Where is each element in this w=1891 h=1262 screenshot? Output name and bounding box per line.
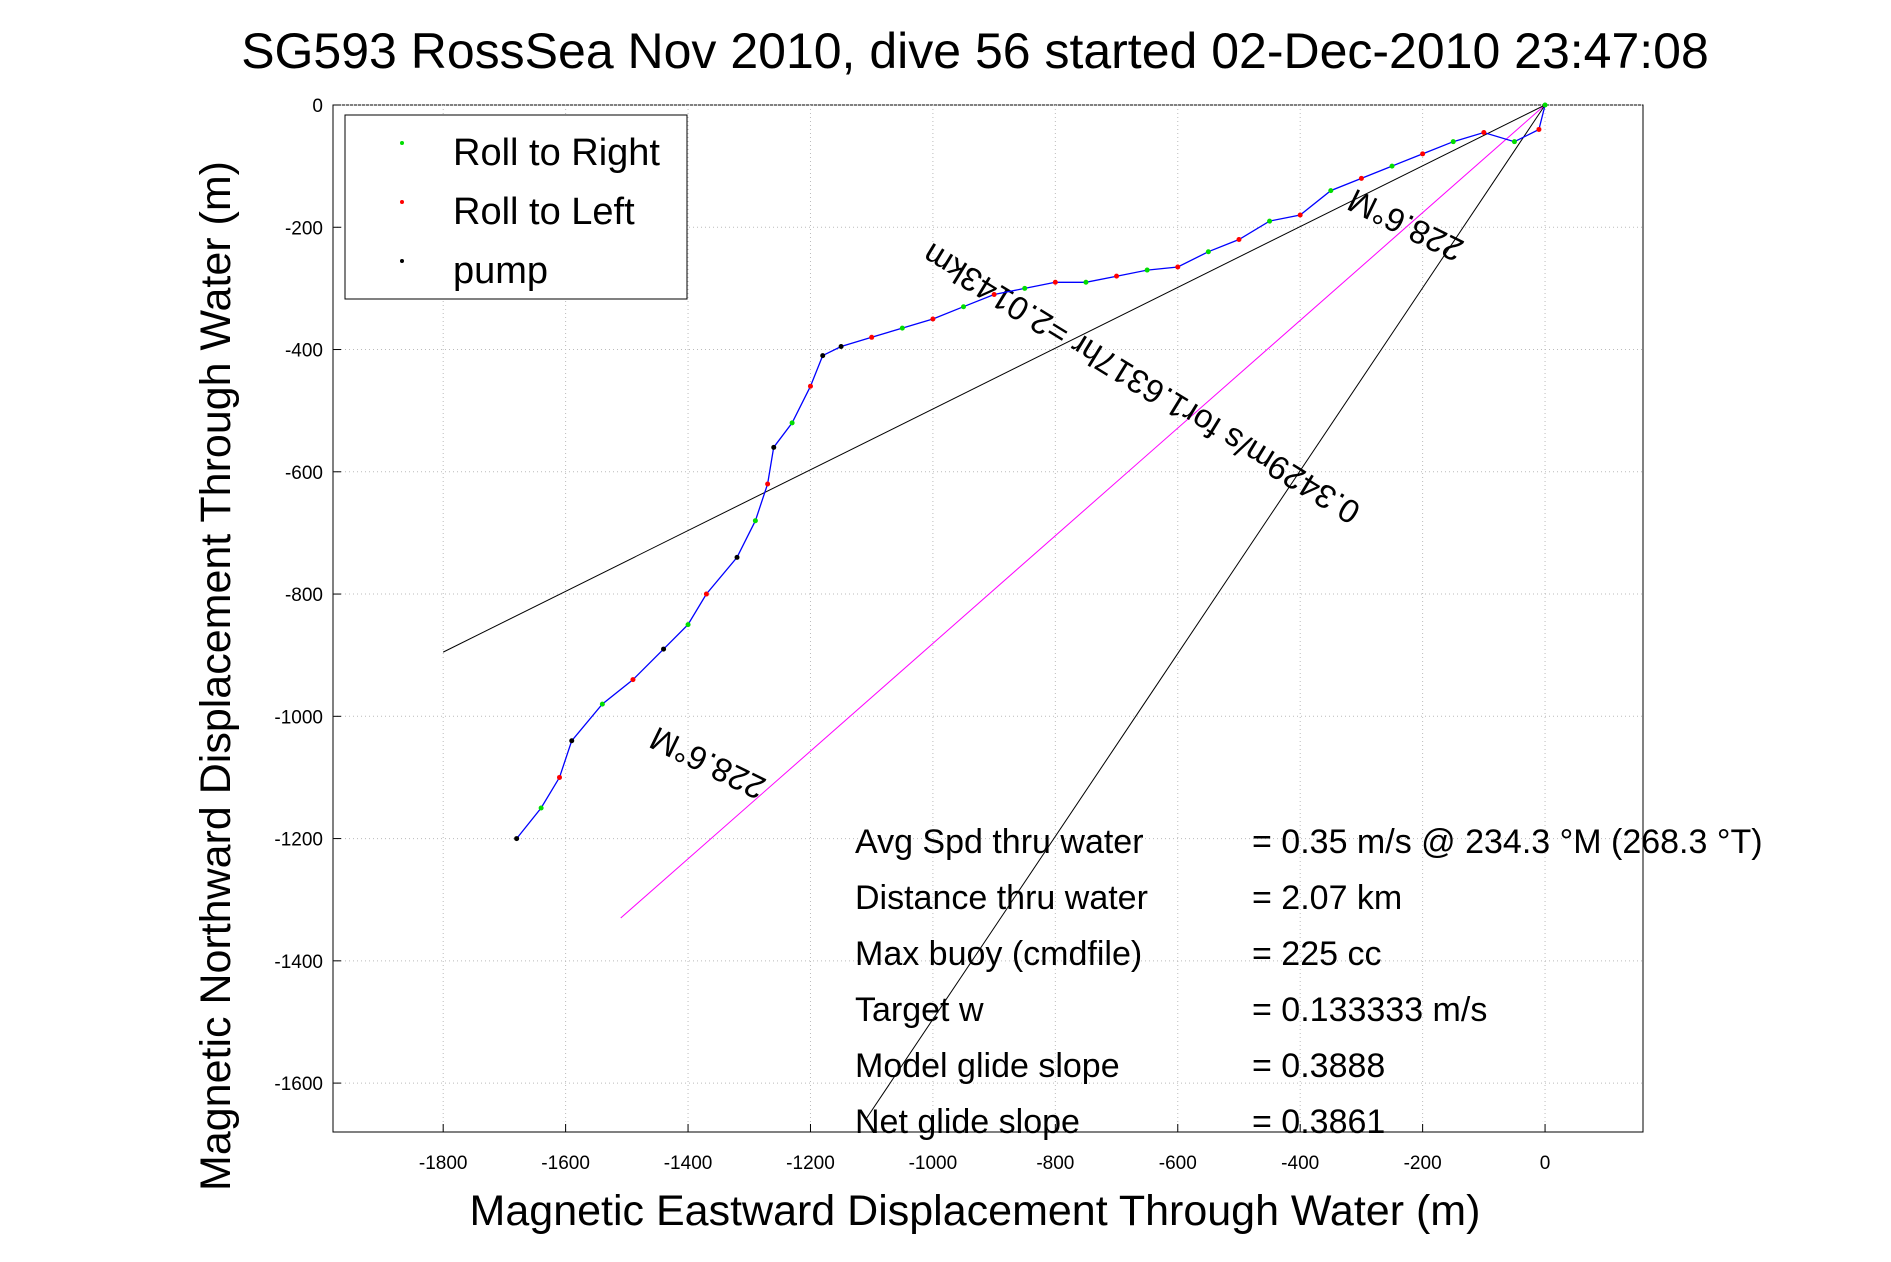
- y-tick-label: -1000: [274, 707, 323, 728]
- reference-line: [865, 104, 1546, 1121]
- track-point: [1481, 130, 1487, 136]
- y-tick-label: -600: [285, 463, 323, 484]
- x-tick-label: 0: [1540, 1153, 1551, 1174]
- track-point: [1022, 285, 1028, 291]
- annotation-label: Model glide slope: [855, 1047, 1120, 1085]
- y-tick-label: -800: [285, 585, 323, 606]
- annotation-label: Avg Spd thru water: [855, 823, 1144, 861]
- x-tick-label: -1600: [541, 1153, 590, 1174]
- legend-label: Roll to Left: [453, 191, 635, 233]
- y-tick-label: 0: [312, 96, 323, 117]
- track-point: [820, 353, 826, 359]
- track-point: [930, 316, 936, 322]
- track-point: [1267, 218, 1273, 224]
- track-point: [1205, 249, 1211, 255]
- track-point: [514, 836, 520, 842]
- track-point: [765, 481, 771, 487]
- track-point: [1328, 188, 1334, 194]
- y-tick-label: -1400: [274, 952, 323, 973]
- annotation-value: = 0.133333 m/s: [1252, 991, 1487, 1029]
- chart-title: SG593 RossSea Nov 2010, dive 56 started …: [241, 23, 1709, 79]
- annotation-value: = 0.3861: [1252, 1103, 1385, 1141]
- annotation-label: Max buoy (cmdfile): [855, 935, 1142, 973]
- annotation-label: Distance thru water: [855, 879, 1148, 917]
- annotation-value: = 0.3888: [1252, 1047, 1385, 1085]
- track-point: [556, 774, 562, 780]
- track-point: [1175, 264, 1181, 270]
- track-point: [961, 304, 967, 310]
- reference-line: [620, 104, 1546, 919]
- track-point: [1420, 151, 1426, 157]
- x-tick-label: -400: [1281, 1153, 1319, 1174]
- track-point: [1536, 126, 1542, 132]
- track-point: [752, 518, 758, 524]
- track-point: [1297, 212, 1303, 218]
- track-point: [869, 334, 875, 340]
- track-point: [1236, 236, 1242, 242]
- track-point: [661, 646, 667, 652]
- track-point: [1511, 139, 1517, 145]
- y-tick-label: -400: [285, 341, 323, 362]
- annotation-value: = 2.07 km: [1252, 879, 1402, 917]
- reference-line: [442, 104, 1546, 653]
- track-point: [991, 292, 997, 298]
- y-tick-label: -1600: [274, 1074, 323, 1095]
- track-point: [771, 444, 777, 450]
- legend-marker: [400, 141, 404, 145]
- track-point: [538, 805, 544, 811]
- legend-marker: [400, 259, 404, 263]
- track-point: [1083, 279, 1089, 285]
- x-axis-label: Magnetic Eastward Displacement Through W…: [470, 1187, 1481, 1235]
- legend-marker: [400, 200, 404, 204]
- track-point: [1358, 175, 1364, 181]
- track-point: [569, 738, 575, 744]
- track-point: [734, 554, 740, 560]
- track-point: [685, 622, 691, 628]
- track-point: [1114, 273, 1120, 279]
- track-point: [1450, 139, 1456, 145]
- x-tick-label: -800: [1036, 1153, 1074, 1174]
- legend: Roll to Right Roll to Left pump: [344, 114, 688, 300]
- x-tick-label: -1000: [909, 1153, 958, 1174]
- track-point: [838, 343, 844, 349]
- annotation-label: Target w: [855, 991, 984, 1029]
- legend-box: [344, 114, 688, 300]
- track-point: [899, 325, 905, 331]
- stats-annotations: Avg Spd thru water = 0.35 m/s @ 234.3 °M …: [855, 823, 1763, 1141]
- track-point: [1542, 102, 1548, 108]
- x-tick-label: -1200: [786, 1153, 835, 1174]
- x-tick-label: -200: [1404, 1153, 1442, 1174]
- track-point: [630, 677, 636, 683]
- legend-label: Roll to Right: [453, 132, 660, 174]
- track-point: [789, 420, 795, 426]
- legend-label: pump: [453, 250, 548, 292]
- annotation-label: Net glide slope: [855, 1103, 1080, 1141]
- annotation-value: = 225 cc: [1252, 935, 1381, 973]
- y-tick-label: -1200: [274, 830, 323, 851]
- track-point: [1389, 163, 1395, 169]
- track-point: [807, 383, 813, 389]
- y-tick-label: -200: [285, 218, 323, 239]
- track-point: [599, 701, 605, 707]
- track-point: [1144, 267, 1150, 273]
- track-point: [1052, 279, 1058, 285]
- annotation-value: = 0.35 m/s @ 234.3 °M (268.3 °T): [1252, 823, 1763, 861]
- x-tick-label: -1400: [664, 1153, 713, 1174]
- y-axis-label: Magnetic Northward Displacement Through …: [192, 161, 240, 1191]
- x-tick-label: -600: [1159, 1153, 1197, 1174]
- x-tick-label: -1800: [419, 1153, 468, 1174]
- track-point: [703, 591, 709, 597]
